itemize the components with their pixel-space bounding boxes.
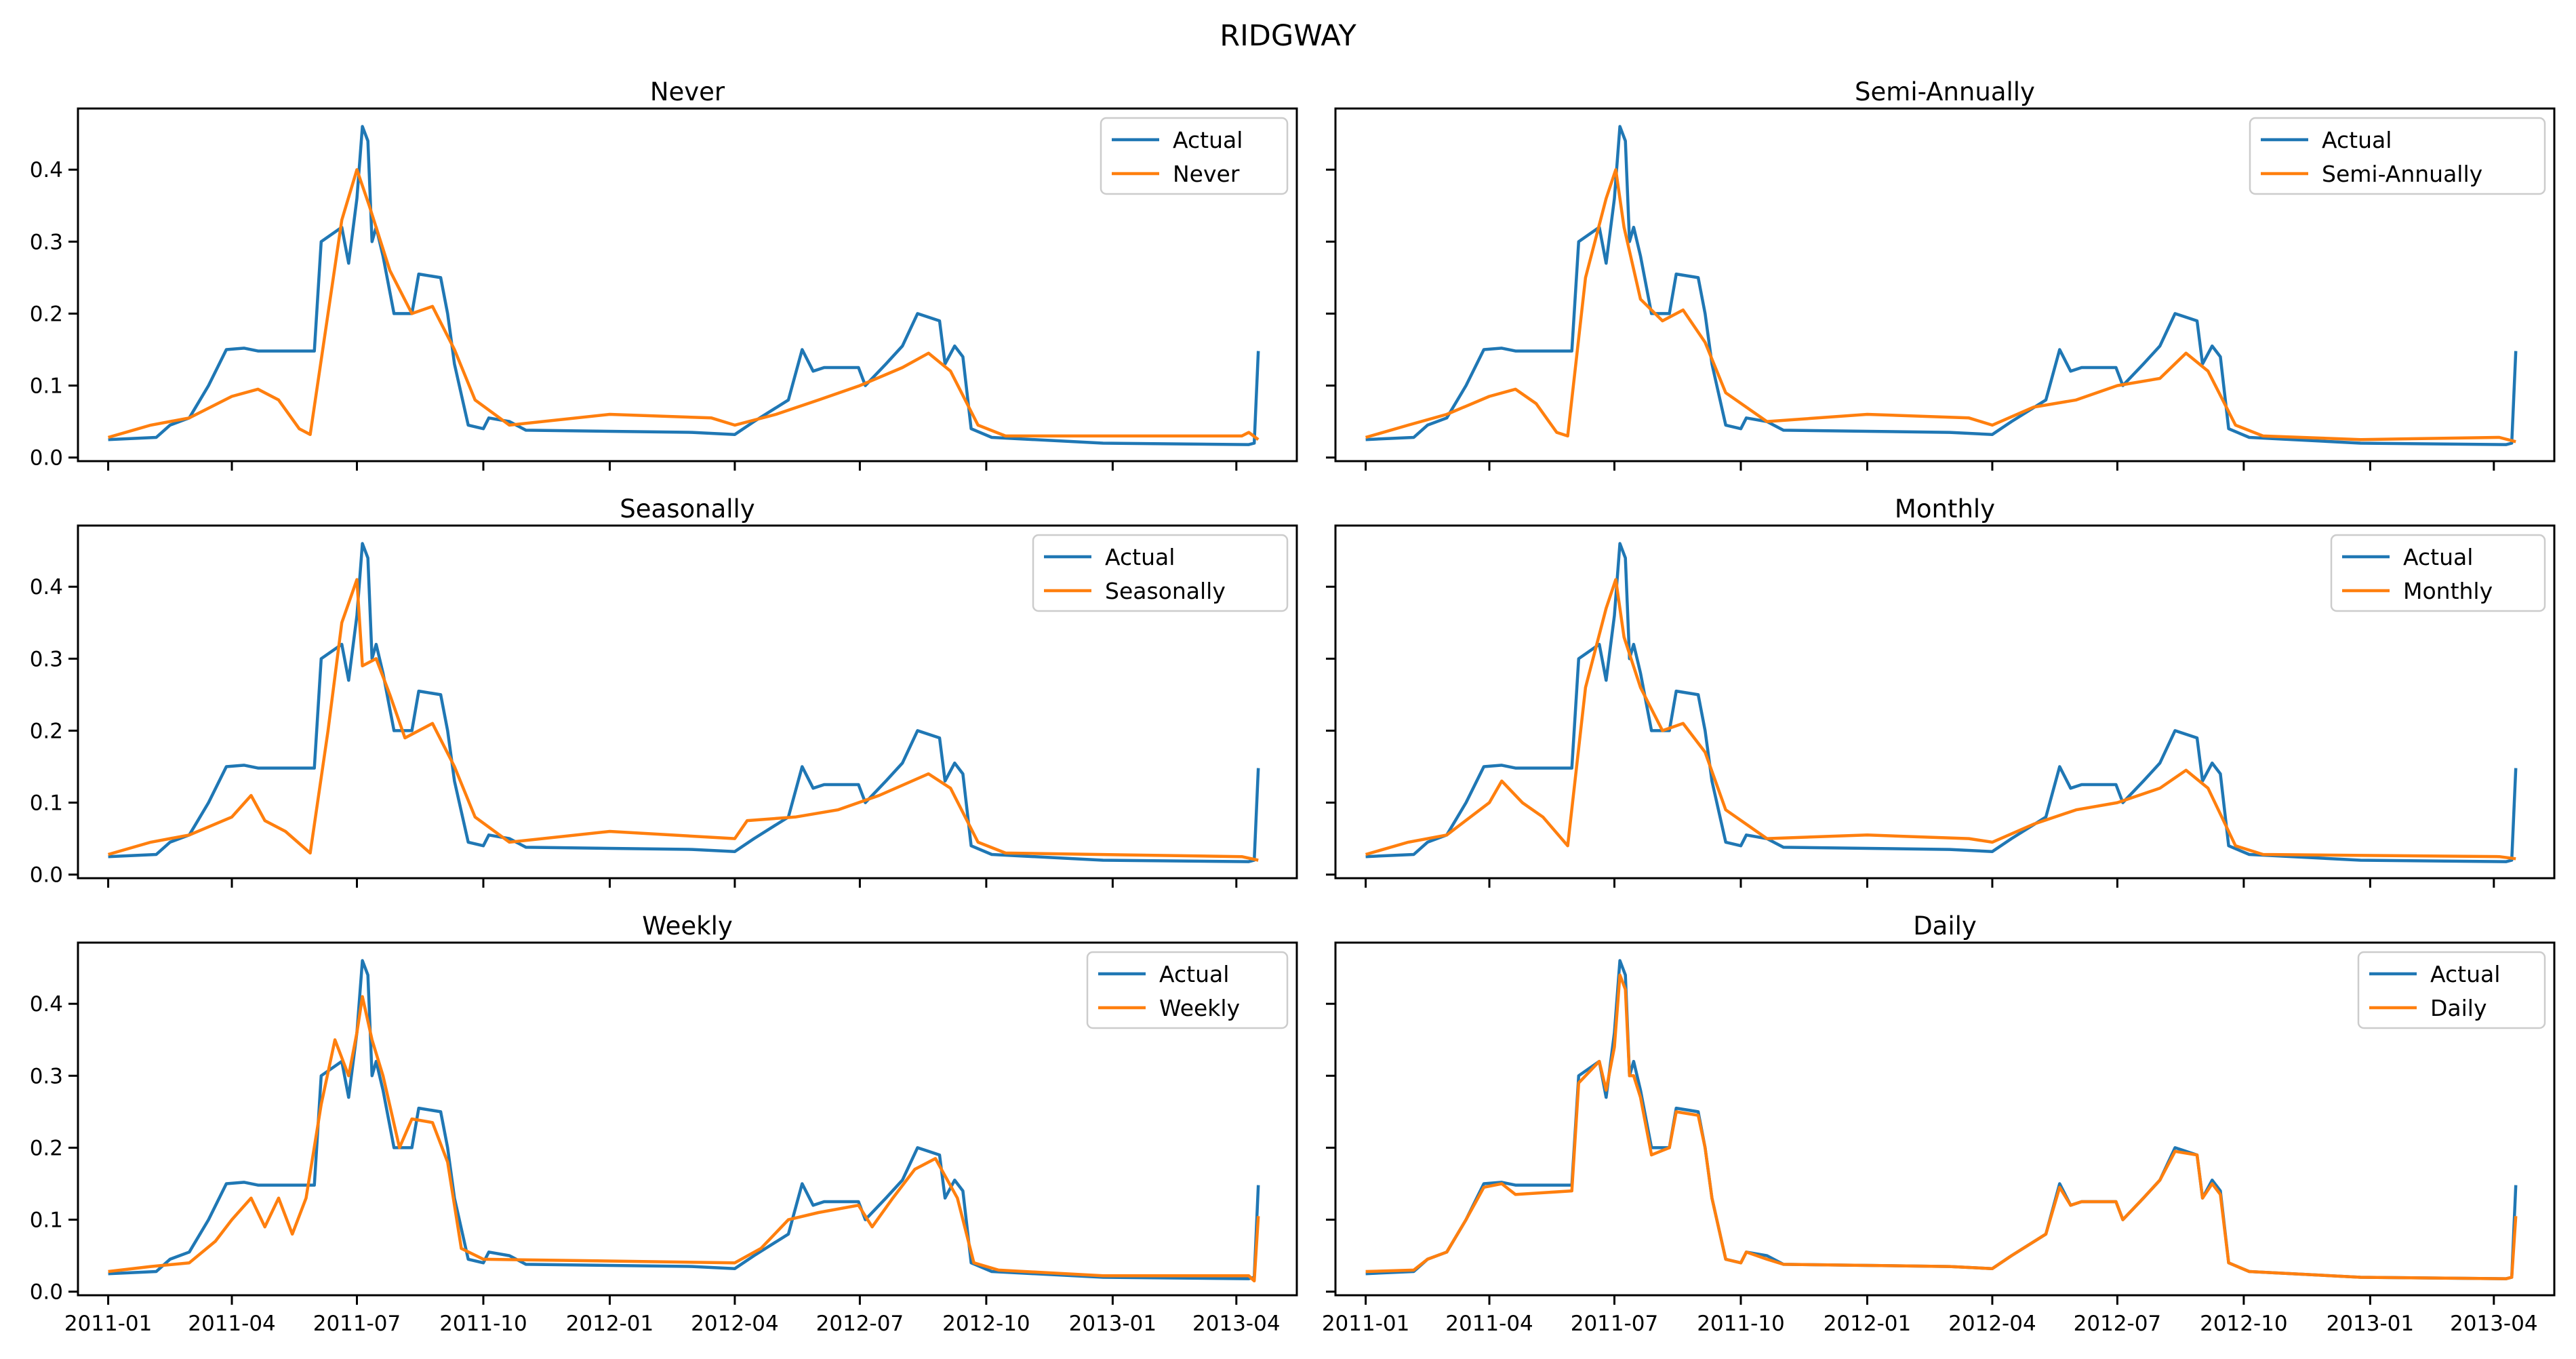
subplot-title: Never <box>650 77 725 106</box>
subplot-semi-annually: Semi-Annually Actual Semi-Annually <box>1326 77 2556 471</box>
legend-box <box>1032 534 1289 612</box>
series-line-seasonally <box>107 578 1259 862</box>
y-tick-label: 0.3 <box>30 1064 63 1088</box>
axes-frame <box>77 524 1298 880</box>
x-tick-label: 2011-10 <box>439 1312 527 1336</box>
y-tick-label: 0.0 <box>30 446 63 471</box>
legend-label: Actual <box>1105 544 1175 570</box>
series-line-actual <box>108 959 1260 1280</box>
y-tick-label: 0.2 <box>30 719 63 743</box>
legend-label: Daily <box>2430 995 2487 1021</box>
x-tick-label: 2011-04 <box>188 1312 276 1336</box>
series-line-daily <box>1365 973 2518 1280</box>
x-tick-label: 2011-01 <box>64 1312 153 1336</box>
legend-label: Actual <box>2430 961 2500 987</box>
legend-label: Monthly <box>2403 578 2493 604</box>
subplot-seasonally: Seasonally 0.0 0.1 0.2 0.3 0.4 Actual Seasonall… <box>30 494 1298 888</box>
legend-label: Semi-Annually <box>2322 161 2482 187</box>
axes-frame <box>1334 107 2556 462</box>
subplot-title: Daily <box>1913 911 1977 941</box>
x-tick-label: 2013-01 <box>1069 1312 1157 1336</box>
x-tick-label: 2011-07 <box>1571 1312 1659 1336</box>
legend-label: Never <box>1173 161 1240 187</box>
y-tick-label: 0.2 <box>30 302 63 326</box>
legend-label: Actual <box>1159 961 1229 987</box>
subplot-weekly: Weekly 0.0 0.1 0.2 0.3 0.4 2011-01 2011-04 2011-… <box>30 911 1298 1336</box>
series-line-actual <box>108 542 1260 863</box>
x-tick-label: 2012-07 <box>816 1312 904 1336</box>
legend-label: Actual <box>1173 127 1243 153</box>
y-tick-label: 0.1 <box>30 791 63 816</box>
x-tick-label: 2013-04 <box>2450 1312 2538 1336</box>
legend: Actual Seasonally <box>1032 534 1289 612</box>
subplot-never: Never 0.0 0.1 0.2 0.3 0.4 Actual Never <box>30 77 1298 471</box>
legend-label: Actual <box>2403 544 2473 570</box>
figure-title: RIDGWAY <box>1220 19 1356 53</box>
legend: Actual Daily <box>2357 951 2546 1029</box>
y-tick-label: 0.4 <box>30 992 63 1017</box>
y-tick-label: 0.1 <box>30 374 63 399</box>
x-tick-label: 2011-10 <box>1697 1312 1785 1336</box>
legend-label: Seasonally <box>1105 578 1226 604</box>
x-tick-label: 2012-04 <box>1948 1312 2036 1336</box>
x-tick-label: 2011-04 <box>1445 1312 1533 1336</box>
series-line-actual <box>108 125 1260 446</box>
series-line-weekly <box>108 995 1260 1283</box>
axes-frame <box>77 941 1298 1297</box>
y-tick-label: 0.3 <box>30 230 63 254</box>
subplot-monthly: Monthly Actual Monthly <box>1326 494 2556 888</box>
y-tick-label: 0.3 <box>30 647 63 671</box>
subplot-title: Monthly <box>1895 494 1995 524</box>
axes-frame <box>1334 524 2556 880</box>
legend-label: Actual <box>2322 127 2392 153</box>
y-tick-label: 0.2 <box>30 1136 63 1160</box>
legend: Actual Weekly <box>1086 951 1289 1029</box>
subplot-title: Weekly <box>642 911 733 941</box>
x-tick-label: 2012-10 <box>2200 1312 2288 1336</box>
legend-label: Weekly <box>1159 995 1240 1021</box>
x-tick-label: 2012-07 <box>2074 1312 2162 1336</box>
x-tick-label: 2012-01 <box>1824 1312 1912 1336</box>
x-tick-label: 2011-07 <box>313 1312 401 1336</box>
series-line-actual <box>1365 959 2518 1280</box>
y-tick-label: 0.0 <box>30 1280 63 1305</box>
subplot-daily: Daily 2011-01 2011-04 2011-07 2011-10 2012-01… <box>1322 911 2556 1336</box>
x-tick-label: 2012-10 <box>942 1312 1030 1336</box>
axes-frame <box>1334 941 2556 1297</box>
axes-frame <box>77 107 1298 462</box>
series-line-semi-annually <box>1365 168 2516 444</box>
legend: Actual Monthly <box>2330 534 2546 612</box>
series-line-actual <box>1365 125 2518 446</box>
y-tick-label: 0.0 <box>30 863 63 888</box>
legend-box <box>2249 117 2546 195</box>
x-tick-label: 2011-01 <box>1322 1312 1410 1336</box>
y-tick-label: 0.1 <box>30 1208 63 1233</box>
y-tick-label: 0.4 <box>30 158 63 182</box>
x-tick-label: 2012-04 <box>691 1312 779 1336</box>
legend: Actual Never <box>1100 117 1289 195</box>
series-line-actual <box>1365 542 2518 863</box>
x-tick-label: 2012-01 <box>566 1312 654 1336</box>
x-tick-label: 2013-01 <box>2327 1312 2415 1336</box>
x-tick-label: 2013-04 <box>1192 1312 1281 1336</box>
y-tick-label: 0.4 <box>30 575 63 599</box>
series-line-never <box>107 168 1260 441</box>
subplot-title: Seasonally <box>620 494 754 524</box>
series-line-monthly <box>1365 578 2516 861</box>
legend: Actual Semi-Annually <box>2249 117 2546 195</box>
subplot-title: Semi-Annually <box>1855 77 2035 106</box>
